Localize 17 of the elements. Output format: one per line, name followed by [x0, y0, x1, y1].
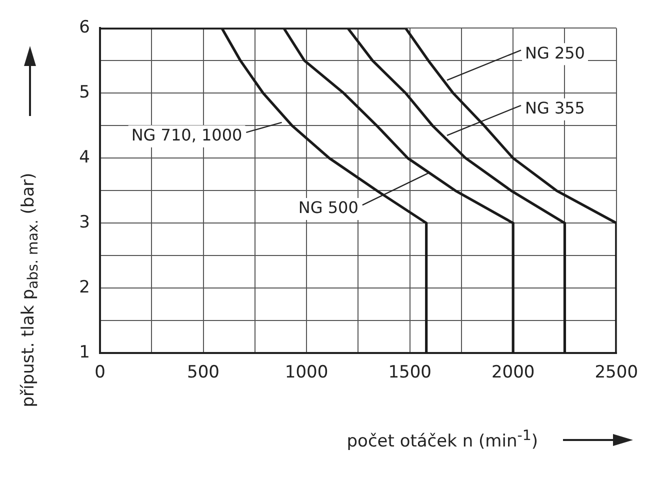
y-tick-label: 2 [79, 277, 90, 298]
annotation: NG 710, 1000 [131, 126, 242, 145]
y-tick-label: 3 [79, 212, 90, 232]
x-tick-label: 2500 [594, 362, 638, 383]
annotation: NG 250 [525, 43, 585, 62]
annotation: NG 500 [298, 198, 358, 218]
x-tick-label: 1500 [388, 362, 432, 383]
x-axis-title: počet otáček n (min$^{-1}$) [346, 428, 538, 452]
y-tick-label: 6 [79, 18, 90, 38]
y-tick-label: 4 [79, 148, 90, 168]
x-tick-label: 2000 [491, 362, 535, 383]
y-tick-label: 5 [79, 82, 90, 103]
annotation: NG 355 [525, 98, 585, 118]
x-tick-label: 1000 [284, 362, 328, 383]
y-tick-label: 1 [79, 342, 90, 362]
x-tick-label: 0 [94, 362, 106, 383]
x-tick-label: 500 [187, 362, 220, 383]
